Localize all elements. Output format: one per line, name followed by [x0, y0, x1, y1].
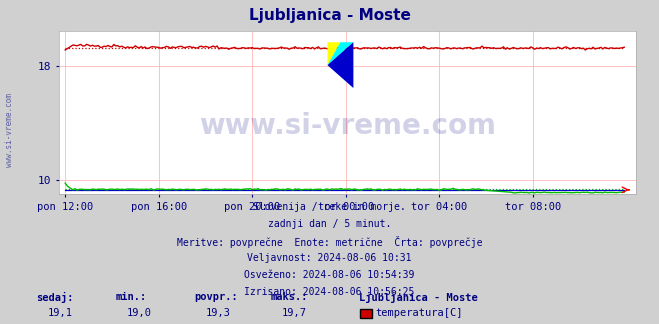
Text: Ljubljanica - Moste: Ljubljanica - Moste — [248, 8, 411, 23]
Text: 19,1: 19,1 — [47, 308, 72, 318]
Text: povpr.:: povpr.: — [194, 292, 238, 302]
Polygon shape — [328, 42, 353, 65]
Text: Izrisano: 2024-08-06 10:56:25: Izrisano: 2024-08-06 10:56:25 — [244, 287, 415, 297]
Text: 19,0: 19,0 — [127, 308, 152, 318]
Polygon shape — [328, 42, 353, 88]
Text: maks.:: maks.: — [270, 292, 308, 302]
Text: www.si-vreme.com: www.si-vreme.com — [5, 93, 14, 167]
Polygon shape — [328, 42, 341, 65]
Text: temperatura[C]: temperatura[C] — [376, 308, 463, 318]
Text: Osveženo: 2024-08-06 10:54:39: Osveženo: 2024-08-06 10:54:39 — [244, 270, 415, 280]
Text: Ljubljanica - Moste: Ljubljanica - Moste — [359, 292, 478, 303]
Text: min.:: min.: — [115, 292, 146, 302]
Text: sedaj:: sedaj: — [36, 292, 74, 303]
Text: 19,7: 19,7 — [281, 308, 306, 318]
Text: Slovenija / reke in morje.: Slovenija / reke in morje. — [253, 202, 406, 213]
Text: 19,3: 19,3 — [206, 308, 231, 318]
Text: www.si-vreme.com: www.si-vreme.com — [199, 112, 496, 140]
Text: zadnji dan / 5 minut.: zadnji dan / 5 minut. — [268, 219, 391, 229]
Text: Meritve: povprečne  Enote: metrične  Črta: povprečje: Meritve: povprečne Enote: metrične Črta:… — [177, 236, 482, 248]
Text: Veljavnost: 2024-08-06 10:31: Veljavnost: 2024-08-06 10:31 — [247, 253, 412, 263]
